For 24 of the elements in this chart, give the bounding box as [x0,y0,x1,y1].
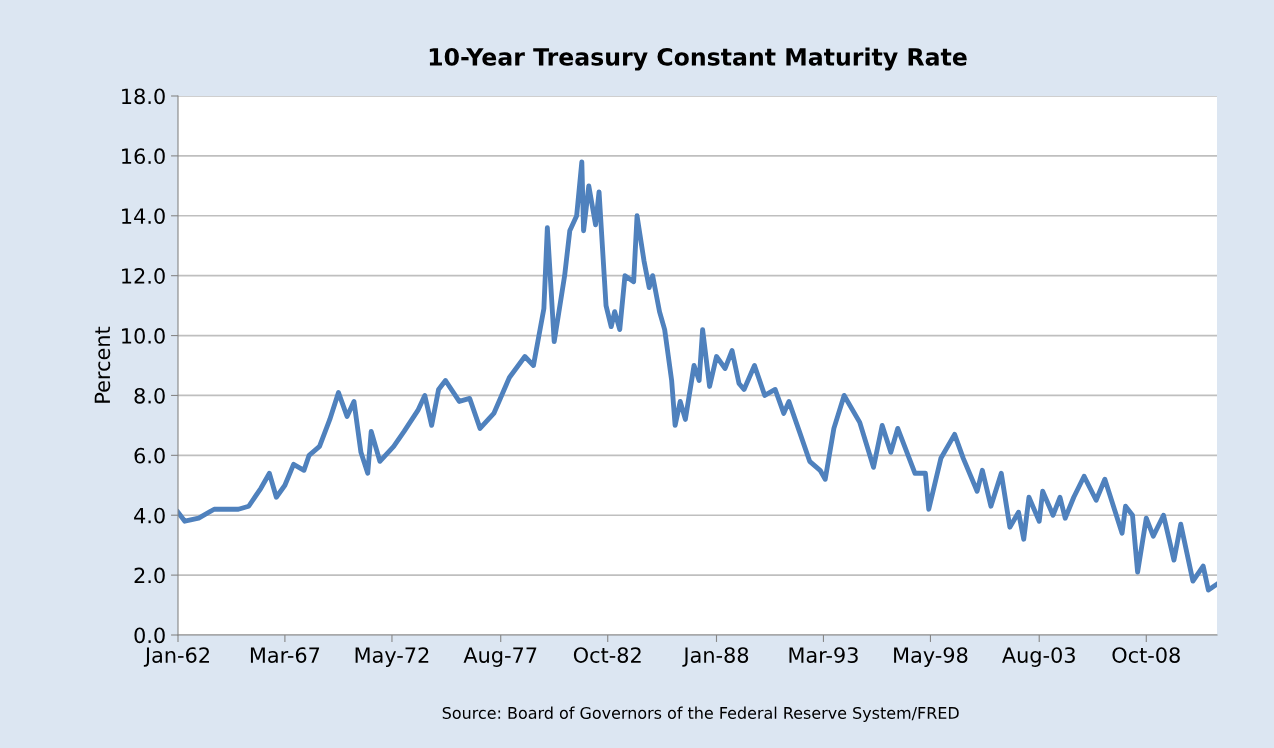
y-tick-label: 16.0 [122,148,165,165]
x-tick-label: Mar-67 [250,647,320,663]
x-tick-label: Aug-77 [463,647,537,667]
y-tick-label: 10.0 [122,328,165,344]
y-tick-label: 0.0 [134,627,165,644]
x-tick-label: Mar-93 [789,647,858,663]
x-tick-label: Jan-62 [143,647,209,667]
y-tick-label: 6.0 [134,447,165,464]
y-tick-label: 4.0 [134,507,165,524]
x-tick-label: May-72 [355,647,429,667]
x-tick-label: Aug-03 [1002,647,1075,667]
chart-title: 10-Year Treasury Constant Maturity Rate [429,47,967,71]
x-tick-label: Jan-88 [682,647,749,667]
x-tick-label: May-98 [894,647,968,667]
y-tick-label: 12.0 [122,268,165,284]
y-tick-label: 14.0 [122,208,165,224]
y-axis-title: Percent [94,326,111,403]
x-tick-label: Oct-08 [1112,647,1180,663]
x-tick-label: Oct-82 [573,647,641,663]
source-note: Source: Board of Governors of the Federal Reserve System/FRED [442,706,959,723]
y-tick-label: 18.0 [122,88,165,105]
y-tick-label: 2.0 [134,567,165,584]
y-tick-label: 8.0 [134,387,165,404]
line-series [178,159,1217,593]
